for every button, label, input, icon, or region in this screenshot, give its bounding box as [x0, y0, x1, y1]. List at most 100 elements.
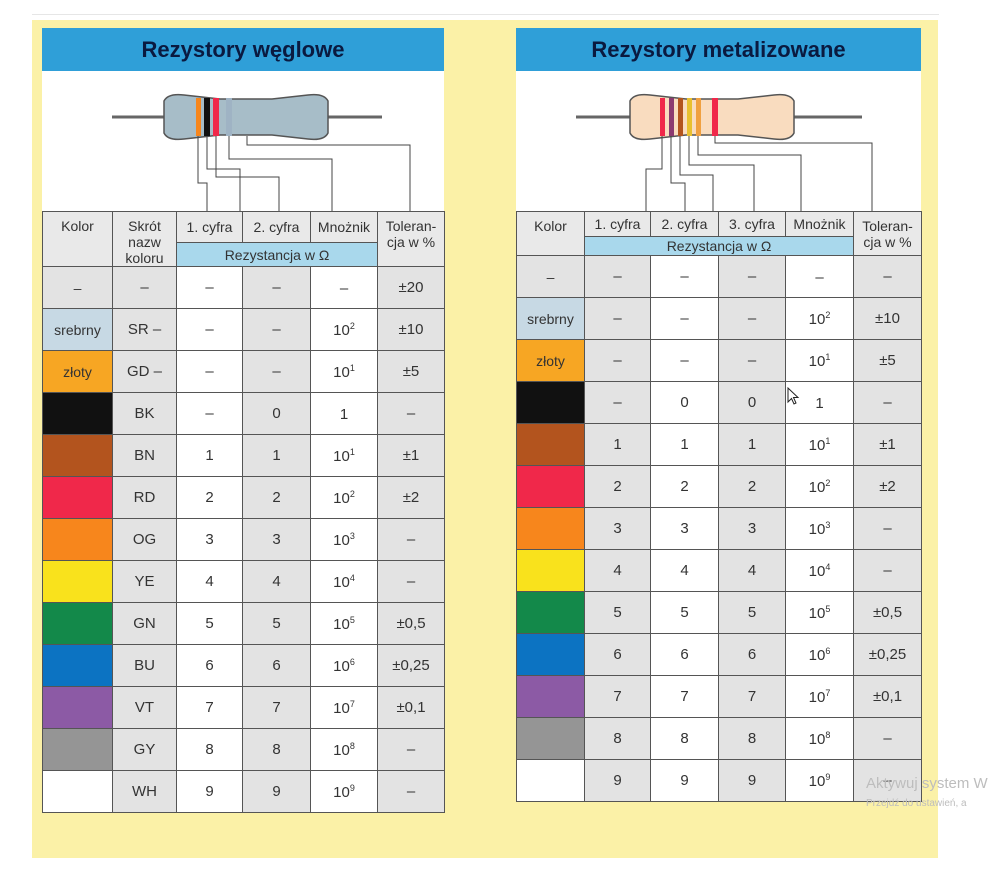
cell-abbr: BN — [112, 434, 177, 477]
mult-base: 10 — [333, 531, 350, 549]
cell-abbr: GY — [112, 728, 177, 771]
cell-c1: – — [176, 350, 243, 393]
col-header-c2: 2. cyfra — [242, 210, 311, 244]
cell-mult: 106 — [310, 644, 378, 687]
document-sheet: Rezystory węglowe — [32, 20, 938, 858]
cell-c3: 6 — [718, 633, 786, 676]
cell-abbr: WH — [112, 770, 177, 813]
cell-c2: – — [242, 266, 311, 309]
mult-base: 10 — [808, 730, 826, 748]
cell-c2: – — [650, 297, 719, 340]
table-row: 9 9 9 109– — [516, 759, 922, 802]
col-header-kolor: Kolor — [42, 211, 113, 267]
cell-mult: 109 — [310, 770, 378, 813]
cell-tol: ±2 — [377, 476, 445, 519]
cell-c1: 5 — [584, 591, 651, 634]
mult-exponent: 2 — [825, 309, 831, 320]
color-swatch-yellow — [42, 560, 113, 603]
table-row: złoty – – –101 ±5 — [516, 339, 922, 382]
cell-abbr: RD — [112, 476, 177, 519]
color-swatch-gold: złoty — [42, 350, 113, 393]
cell-c1: 8 — [584, 717, 651, 760]
cell-c3: 8 — [718, 717, 786, 760]
color-swatch-brown — [42, 434, 113, 477]
cell-c3: 5 — [718, 591, 786, 634]
mult-base: – — [815, 268, 824, 286]
mult-base: 10 — [333, 783, 350, 801]
resistance-subheader: Rezystancja w Ω — [584, 236, 854, 256]
mult-exponent: 1 — [825, 351, 831, 362]
cell-c2: – — [242, 308, 311, 351]
mult-exponent: 5 — [349, 614, 355, 625]
cell-c3: – — [718, 339, 786, 382]
mult-base: 10 — [808, 352, 826, 370]
color-swatch-white — [42, 770, 113, 813]
cell-mult: 102 — [310, 308, 378, 351]
color-swatch-none: – — [42, 266, 113, 309]
mult-base: 10 — [808, 520, 826, 538]
cell-c3: 1 — [718, 423, 786, 466]
cell-c3: 3 — [718, 507, 786, 550]
table-row: 4 4 4 104– — [516, 549, 922, 592]
cell-tol: – — [853, 255, 922, 298]
cell-c1: 6 — [176, 644, 243, 687]
panel-title: Rezystory węglowe — [42, 28, 444, 71]
cell-mult: 105 — [785, 591, 854, 634]
cell-tol: ±2 — [853, 465, 922, 508]
cell-c2: 8 — [242, 728, 311, 771]
cell-mult: 101 — [785, 423, 854, 466]
col-header-tolerancja: Toleran-cja w % — [377, 211, 445, 267]
color-swatch-black — [42, 392, 113, 435]
mult-base: 10 — [333, 741, 350, 759]
panel-carbon-resistors: Rezystory węglowe — [42, 28, 445, 813]
cell-mult: 106 — [785, 633, 854, 676]
table-row: srebrny – – –102 ±10 — [516, 297, 922, 340]
mult-base: 10 — [333, 363, 350, 381]
table-body: – – – – – – srebrny – – –102 ±10 złoty – – –101 ±5–0 0 1–… — [516, 255, 922, 802]
metal-film-color-code-table: Kolor 1. cyfra 2. cyfra 3. cyfra Mnożnik… — [516, 211, 922, 802]
color-swatch-orange — [42, 518, 113, 561]
cell-c1: – — [584, 297, 651, 340]
color-swatch-gray — [516, 717, 585, 760]
windows-activation-watermark: Aktywuj system W Przejdź do ustawień, a — [866, 774, 988, 814]
cell-tol: ±0,1 — [377, 686, 445, 729]
panel-metal-film-resistors: Rezystory metalizowane — [516, 28, 922, 802]
col-header-c1: 1. cyfra — [584, 211, 651, 237]
table-row: – – – – – ±20 — [42, 266, 445, 309]
cell-tol: – — [853, 507, 922, 550]
mult-base: 10 — [808, 604, 826, 622]
cell-c1: 5 — [176, 602, 243, 645]
cell-c1: 2 — [584, 465, 651, 508]
mult-exponent: 5 — [825, 603, 831, 614]
cell-c2: 6 — [242, 644, 311, 687]
cell-c2: 2 — [650, 465, 719, 508]
mult-exponent: 3 — [349, 530, 355, 541]
cell-mult: 102 — [785, 297, 854, 340]
mult-exponent: 9 — [825, 771, 831, 782]
panel-title: Rezystory metalizowane — [516, 28, 921, 71]
cell-tol: ±10 — [853, 297, 922, 340]
cell-c1: 6 — [584, 633, 651, 676]
cell-c2: 2 — [242, 476, 311, 519]
mult-exponent: 9 — [349, 782, 355, 793]
cell-c2: 6 — [650, 633, 719, 676]
table-subheader-row: Rezystancja w Ω — [517, 236, 922, 256]
cell-abbr: – — [112, 266, 177, 309]
cell-tol: – — [377, 392, 445, 435]
cell-mult: 103 — [310, 518, 378, 561]
cell-c3: – — [718, 255, 786, 298]
cell-c2: 1 — [650, 423, 719, 466]
cell-c1: 2 — [176, 476, 243, 519]
mult-exponent: 3 — [825, 519, 831, 530]
cell-c3: 7 — [718, 675, 786, 718]
cell-c2: 9 — [650, 759, 719, 802]
mult-base: 10 — [808, 562, 826, 580]
mult-exponent: 8 — [349, 740, 355, 751]
cell-c1: – — [176, 392, 243, 435]
col-header-mnoznik: Mnożnik — [310, 210, 378, 244]
cell-c2: 1 — [242, 434, 311, 477]
cell-c2: 8 — [650, 717, 719, 760]
cell-c1: – — [176, 266, 243, 309]
cell-abbr: GN — [112, 602, 177, 645]
table-subheader-row: Rezystancja w Ω — [43, 242, 445, 267]
